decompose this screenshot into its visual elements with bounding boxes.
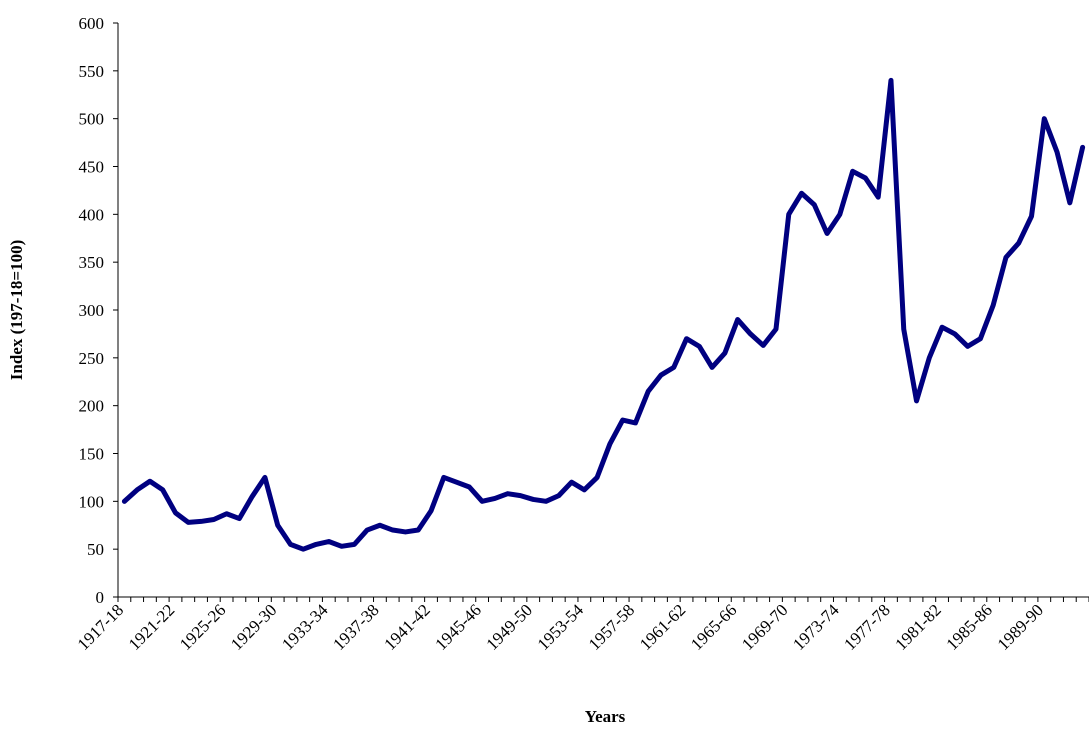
x-tick-label: 1937-38 [329,600,383,654]
y-axis-title: Index (197-18=100) [7,240,26,381]
x-tick-label: 1929-30 [227,600,281,654]
x-tick-label: 1949-50 [483,600,537,654]
x-tick-label: 1945-46 [431,600,485,654]
x-tick-label: 1969-70 [738,600,792,654]
data-line [121,77,1086,552]
y-tick-label: 0 [96,588,105,607]
x-tick-label: 1985-86 [942,600,996,654]
x-tick-label: 1977-78 [840,600,894,654]
x-tick-label: 1989-90 [994,600,1048,654]
y-tick-label: 400 [79,205,105,224]
y-tick-label: 350 [79,253,105,272]
x-tick-label: 1981-82 [891,600,945,654]
x-axis-title: Years [585,707,626,726]
x-tick-label: 1961-62 [636,600,690,654]
x-tick-label: 1941-42 [380,600,434,654]
x-tick-label: 1917-18 [74,600,128,654]
y-tick-label: 250 [79,349,105,368]
x-tick-label: 1925-26 [176,600,230,654]
y-tick-label: 150 [79,445,105,464]
y-tick-label: 100 [79,492,105,511]
x-tick-label: 1965-66 [687,600,741,654]
y-tick-label: 450 [79,158,105,177]
y-tick-label: 550 [79,62,105,81]
x-tick-label: 1933-34 [278,600,332,654]
y-tick-label: 50 [87,540,104,559]
x-tick-label: 1973-74 [789,600,843,654]
x-tick-label: 1957-58 [585,600,639,654]
y-tick-label: 200 [79,397,105,416]
y-tick-label: 500 [79,110,105,129]
y-tick-label: 300 [79,301,105,320]
x-tick-label: 1921-22 [125,600,179,654]
y-tick-label: 600 [79,14,105,33]
x-tick-label: 1953-54 [534,600,588,654]
